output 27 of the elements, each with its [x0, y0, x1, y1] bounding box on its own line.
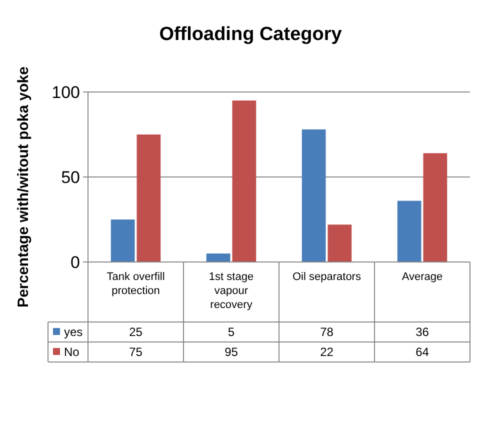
y-tick-label: 100	[52, 82, 80, 102]
data-label: 95	[224, 345, 238, 359]
data-label: 78	[320, 325, 334, 339]
chart-title: Offloading Category	[159, 24, 342, 45]
data-label: 5	[228, 325, 235, 339]
y-tick-label: 0	[70, 252, 80, 272]
data-label: 64	[416, 345, 430, 359]
data-label: 22	[320, 345, 334, 359]
bar	[302, 129, 326, 262]
data-label: 75	[129, 345, 143, 359]
legend-label: yes	[64, 325, 83, 339]
data-label: 36	[416, 325, 430, 339]
bar	[423, 153, 448, 262]
bar	[397, 200, 422, 262]
bar	[232, 100, 256, 262]
x-tick-label: Tank overfill protection	[106, 271, 165, 297]
x-tick-label: 1st stage vapour recovery	[208, 271, 254, 311]
y-axis-title: Percentage with/witout poka yoke	[15, 66, 32, 308]
x-tick-label: Average	[402, 271, 443, 283]
bar	[110, 220, 135, 262]
y-tick-label: 50	[61, 168, 80, 187]
x-tick-label: Oil separators	[292, 271, 362, 283]
bar	[136, 134, 161, 262]
bar	[206, 254, 230, 262]
bar	[328, 224, 352, 262]
legend-label: No	[64, 345, 80, 359]
data-label: 25	[129, 325, 143, 339]
